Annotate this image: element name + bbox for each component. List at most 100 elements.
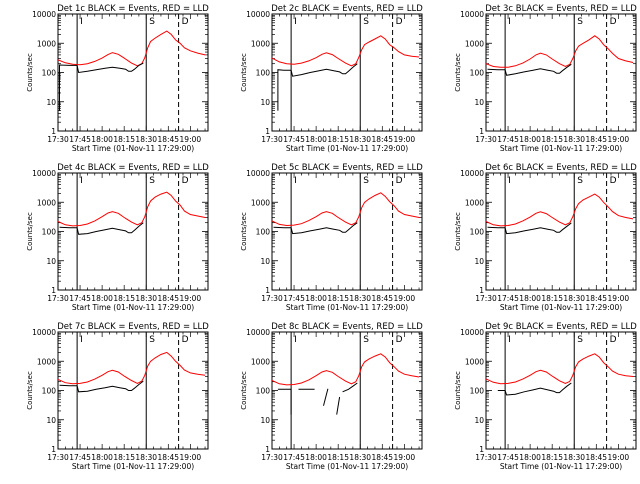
x-tick-label: 17:45 <box>69 453 91 462</box>
marker-label: I <box>508 176 511 186</box>
y-tick-label: 10000 <box>460 328 484 337</box>
x-tick-label: 18:15 <box>113 294 135 303</box>
series-events-line <box>59 62 144 111</box>
x-tick-label: 18:15 <box>113 135 135 144</box>
marker-label: S <box>363 335 369 345</box>
x-tick-label: 18:00 <box>519 294 541 303</box>
y-tick-label: 1000 <box>251 39 270 48</box>
series-events-line <box>323 388 329 406</box>
y-tick-label: 1000 <box>37 357 56 366</box>
detector-panel-3: Det 3c BLACK = Events, RED = LLD 1 10 100 10… <box>454 4 637 153</box>
series-lld-line <box>57 30 206 67</box>
marker-label: I <box>294 335 297 345</box>
y-tick-label: 1000 <box>251 357 270 366</box>
x-tick-label: 17:45 <box>497 294 519 303</box>
x-tick-label: 18:45 <box>371 135 393 144</box>
series-lld-line <box>57 191 206 227</box>
x-tick-label: 18:45 <box>585 453 607 462</box>
y-tick-label: 1 <box>479 127 484 136</box>
y-axis-label: Counts/sec <box>26 53 34 92</box>
x-tick-label: 18:15 <box>541 453 563 462</box>
marker-label: S <box>363 176 369 186</box>
marker-label: D <box>396 176 403 186</box>
detector-panel-9: Det 9c BLACK = Events, RED = LLD 1 10 100 10… <box>454 322 637 471</box>
y-tick-label: 100 <box>470 228 485 237</box>
series-events-line <box>59 222 144 235</box>
y-tick-label: 1 <box>479 286 484 295</box>
x-tick-label: 18:15 <box>327 135 349 144</box>
x-tick-label: 17:30 <box>261 294 283 303</box>
x-tick-label: 19:00 <box>394 294 416 303</box>
x-tick-label: 19:00 <box>394 135 416 144</box>
x-axis-label: Start Time (01-Nov-11 17:29:00) <box>286 144 408 153</box>
x-tick-label: 18:00 <box>91 135 113 144</box>
x-tick-label: 18:30 <box>349 294 371 303</box>
x-tick-label: 18:30 <box>135 135 157 144</box>
y-tick-label: 10 <box>46 416 56 425</box>
x-axis-label: Start Time (01-Nov-11 17:29:00) <box>72 303 194 312</box>
marker-label: I <box>80 176 83 186</box>
y-tick-label: 10000 <box>32 10 56 19</box>
detector-panel-1: Det 1c BLACK = Events, RED = LLD 1 10 100 10… <box>26 4 209 153</box>
series-lld-line <box>57 351 206 385</box>
series-events-line <box>487 63 572 76</box>
x-tick-label: 18:30 <box>563 294 585 303</box>
y-tick-label: 1 <box>265 127 270 136</box>
x-tick-label: 18:15 <box>327 294 349 303</box>
y-axis-label: Counts/sec <box>454 212 462 251</box>
x-tick-label: 18:45 <box>585 294 607 303</box>
y-tick-label: 10000 <box>32 328 56 337</box>
series-events-line <box>277 63 358 111</box>
x-tick-label: 17:45 <box>283 294 305 303</box>
x-tick-label: 18:45 <box>585 135 607 144</box>
detector-panel-7: Det 7c BLACK = Events, RED = LLD 1 10 100 10… <box>26 322 209 471</box>
x-tick-label: 18:30 <box>563 135 585 144</box>
panel-title: Det 2c BLACK = Events, RED = LLD <box>271 4 423 14</box>
x-tick-label: 18:45 <box>157 294 179 303</box>
x-tick-label: 18:00 <box>519 453 541 462</box>
detector-panel-5: Det 5c BLACK = Events, RED = LLD 1 10 100 10… <box>240 163 423 312</box>
x-tick-label: 18:15 <box>541 294 563 303</box>
x-tick-label: 18:00 <box>519 135 541 144</box>
x-tick-label: 17:30 <box>475 294 497 303</box>
marker-label: I <box>294 176 297 186</box>
y-tick-label: 10000 <box>32 169 56 178</box>
marker-label: I <box>294 17 297 27</box>
x-tick-label: 18:15 <box>541 135 563 144</box>
series-lld-line <box>485 35 634 68</box>
series-events-line <box>342 382 358 393</box>
marker-label: D <box>182 335 189 345</box>
marker-label: I <box>508 17 511 27</box>
y-tick-label: 1 <box>265 445 270 454</box>
x-tick-label: 18:00 <box>305 135 327 144</box>
marker-label: D <box>610 176 617 186</box>
x-axis-label: Start Time (01-Nov-11 17:29:00) <box>286 462 408 471</box>
panel-title: Det 7c BLACK = Events, RED = LLD <box>57 322 209 332</box>
x-tick-label: 19:00 <box>180 294 202 303</box>
y-tick-label: 100 <box>42 228 57 237</box>
x-tick-label: 19:00 <box>608 294 630 303</box>
x-tick-label: 17:45 <box>497 135 519 144</box>
series-events-line <box>59 380 144 393</box>
marker-label: D <box>396 335 403 345</box>
y-axis-label: Counts/sec <box>26 212 34 251</box>
x-tick-label: 19:00 <box>608 453 630 462</box>
x-tick-label: 17:30 <box>475 135 497 144</box>
x-tick-label: 19:00 <box>394 453 416 462</box>
marker-label: I <box>80 335 83 345</box>
x-tick-label: 17:30 <box>47 294 69 303</box>
y-tick-label: 100 <box>470 387 485 396</box>
y-tick-label: 10000 <box>460 169 484 178</box>
panel-title: Det 1c BLACK = Events, RED = LLD <box>57 4 209 14</box>
x-axis-label: Start Time (01-Nov-11 17:29:00) <box>72 462 194 471</box>
x-tick-label: 17:45 <box>283 453 305 462</box>
x-tick-label: 19:00 <box>608 135 630 144</box>
detector-panel-6: Det 6c BLACK = Events, RED = LLD 1 10 100 10… <box>454 163 637 312</box>
y-tick-label: 1 <box>479 445 484 454</box>
y-tick-label: 1 <box>51 445 56 454</box>
y-tick-label: 1000 <box>37 39 56 48</box>
x-tick-label: 18:15 <box>113 453 135 462</box>
y-tick-label: 100 <box>470 69 485 78</box>
marker-label: D <box>610 17 617 27</box>
